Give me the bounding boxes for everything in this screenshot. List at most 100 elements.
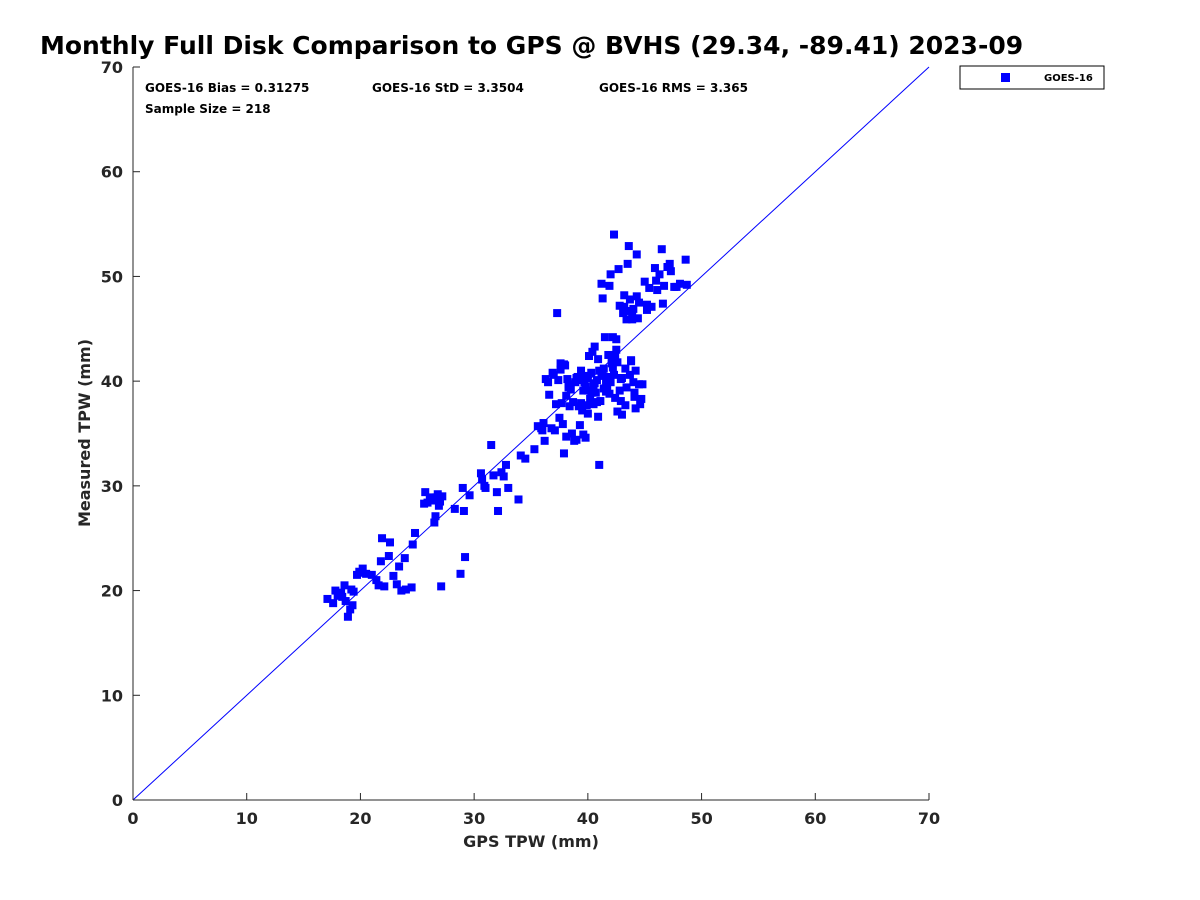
data-point <box>331 586 340 595</box>
data-point <box>583 409 592 418</box>
data-point <box>465 491 474 500</box>
data-point <box>544 378 553 387</box>
data-point <box>401 585 410 594</box>
data-point <box>562 391 571 400</box>
data-point <box>631 366 640 375</box>
data-point <box>620 291 629 300</box>
data-point <box>625 295 634 304</box>
data-point <box>337 588 346 597</box>
y-tick-label: 40 <box>101 372 123 391</box>
legend-label: GOES-16 <box>1044 73 1093 84</box>
data-point <box>548 368 557 377</box>
data-point <box>559 449 568 458</box>
data-point <box>428 496 437 505</box>
y-tick-label: 70 <box>101 58 123 77</box>
data-point <box>569 398 578 407</box>
data-point <box>584 352 593 361</box>
data-point <box>682 280 691 289</box>
data-point <box>437 582 446 591</box>
data-point <box>631 404 640 413</box>
data-point <box>539 419 548 428</box>
data-point <box>434 501 443 510</box>
data-point <box>658 299 667 308</box>
y-tick-label: 0 <box>112 791 123 810</box>
data-point <box>555 413 564 422</box>
data-point <box>612 345 621 354</box>
data-points <box>323 230 691 621</box>
data-point <box>395 562 404 571</box>
data-point <box>597 279 606 288</box>
data-point <box>630 392 639 401</box>
data-point <box>652 276 661 285</box>
data-point <box>630 388 639 397</box>
data-point <box>374 581 383 590</box>
data-point <box>478 475 487 484</box>
data-point <box>420 499 429 508</box>
data-point <box>380 582 389 591</box>
data-point <box>558 420 567 429</box>
data-point <box>650 264 659 273</box>
data-point <box>621 364 630 373</box>
data-point <box>461 553 470 562</box>
data-point <box>608 363 617 372</box>
x-tick-label: 40 <box>577 809 599 828</box>
data-point <box>640 277 649 286</box>
data-point <box>343 612 352 621</box>
data-point <box>617 410 626 419</box>
data-point <box>499 472 508 481</box>
data-point <box>583 374 592 383</box>
data-point <box>588 347 597 356</box>
data-point <box>599 364 608 373</box>
data-point <box>433 490 442 499</box>
data-point <box>614 265 623 274</box>
data-point <box>538 426 547 435</box>
data-point <box>533 422 542 431</box>
data-point <box>385 538 394 547</box>
data-point <box>587 368 596 377</box>
data-point <box>582 401 591 410</box>
data-point <box>562 432 571 441</box>
y-tick-label: 30 <box>101 477 123 496</box>
x-axis-label: GPS TPW (mm) <box>463 832 599 851</box>
data-point <box>578 406 587 415</box>
data-point <box>565 402 574 411</box>
data-point <box>607 359 616 368</box>
data-point <box>459 506 468 515</box>
y-axis-label: Measured TPW (mm) <box>75 339 94 527</box>
data-point <box>349 587 358 596</box>
data-point <box>608 333 617 342</box>
data-point <box>590 342 599 351</box>
data-point <box>591 388 600 397</box>
axis-ticks: 0 10 20 30 40 50 60 70 0 10 20 30 40 50 60 70 <box>101 58 940 828</box>
data-point <box>615 301 624 310</box>
data-point <box>476 469 485 478</box>
data-point <box>613 358 622 367</box>
data-point <box>610 230 619 239</box>
data-point <box>628 315 637 324</box>
data-point <box>575 421 584 430</box>
data-point <box>635 298 644 307</box>
data-point <box>438 492 447 501</box>
x-tick-label: 50 <box>690 809 712 828</box>
data-point <box>372 576 381 585</box>
data-point <box>567 429 576 438</box>
y-tick-label: 50 <box>101 267 123 286</box>
data-point <box>622 315 631 324</box>
data-point <box>516 451 525 460</box>
data-point <box>610 370 619 379</box>
x-tick-label: 10 <box>236 809 258 828</box>
x-tick-label: 20 <box>349 809 371 828</box>
data-point <box>450 504 459 513</box>
data-point <box>598 369 607 378</box>
data-point <box>411 528 420 537</box>
std-stat: GOES-16 StD = 3.3504 <box>372 81 524 95</box>
data-point <box>605 281 614 290</box>
data-point <box>681 255 690 264</box>
data-point <box>598 294 607 303</box>
data-point <box>622 383 631 392</box>
data-point <box>392 580 401 589</box>
x-tick-label: 0 <box>127 809 138 828</box>
data-point <box>655 270 664 279</box>
data-point <box>581 382 590 391</box>
